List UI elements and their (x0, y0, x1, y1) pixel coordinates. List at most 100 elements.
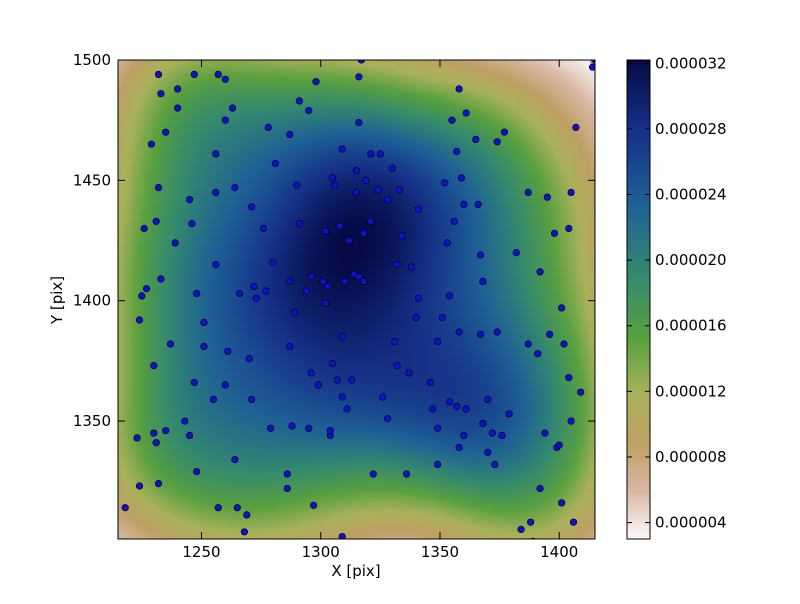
data-point (526, 518, 535, 526)
data-point (186, 431, 194, 440)
data-point (484, 448, 492, 456)
data-point (474, 200, 482, 208)
data-point (314, 381, 322, 389)
data-point (505, 410, 513, 418)
data-point (171, 239, 179, 247)
data-point (248, 395, 256, 404)
data-point (152, 439, 160, 447)
data-point (484, 395, 492, 404)
colorbar-tick-label: 0.000020 (655, 251, 727, 269)
data-point (193, 289, 201, 298)
y-tick-label: 1350 (73, 412, 111, 430)
colorbar-tick-label: 0.000012 (655, 382, 727, 400)
data-point (138, 292, 146, 300)
data-point (305, 106, 313, 115)
x-tick-label: 1300 (302, 543, 340, 561)
data-point (190, 70, 198, 78)
data-point (221, 75, 229, 83)
data-point (150, 429, 158, 437)
data-point (453, 147, 461, 156)
data-point (367, 150, 375, 158)
data-point (200, 318, 208, 327)
data-point (476, 251, 485, 259)
data-point (569, 518, 578, 526)
data-point (379, 393, 387, 401)
y-tick-label: 1450 (73, 171, 111, 189)
data-point (395, 186, 404, 194)
data-point (345, 236, 353, 245)
data-point (360, 277, 368, 286)
y-axis: 1350 1400 1450 1500 (73, 51, 595, 430)
data-point (288, 422, 296, 430)
data-point (331, 181, 339, 189)
data-point (462, 405, 470, 413)
data-point (405, 369, 413, 377)
data-point (393, 362, 401, 370)
data-point (524, 188, 532, 196)
data-point (143, 285, 151, 293)
data-point (434, 424, 442, 432)
data-point (550, 229, 559, 237)
data-point (493, 138, 501, 146)
data-point (295, 220, 303, 228)
data-point (414, 205, 423, 213)
data-point (352, 188, 361, 196)
data-point (388, 164, 396, 172)
data-point (536, 484, 544, 493)
data-point (236, 289, 244, 298)
data-point (443, 239, 451, 247)
data-point (555, 441, 563, 449)
data-point (214, 504, 222, 512)
data-point (157, 275, 165, 283)
data-point (338, 145, 346, 153)
data-point (491, 460, 499, 469)
data-point (221, 381, 229, 389)
data-point (174, 104, 182, 112)
data-point (212, 261, 220, 269)
data-point (135, 316, 144, 324)
data-point (567, 417, 575, 425)
data-point (283, 470, 291, 478)
y-tick-label: 1400 (73, 292, 111, 310)
data-point (462, 109, 470, 117)
data-point (355, 273, 363, 281)
data-point (429, 405, 437, 413)
data-point (162, 128, 170, 136)
data-point (407, 263, 416, 271)
colorbar-tick-label: 0.000032 (655, 54, 727, 72)
data-point (383, 415, 392, 423)
data-point (524, 340, 532, 348)
data-point (338, 333, 346, 341)
colorbar-tick-label: 0.000028 (655, 120, 727, 138)
data-point (283, 484, 291, 493)
data-point (543, 193, 551, 201)
data-point (488, 429, 497, 437)
data-point (360, 229, 368, 237)
data-point (240, 528, 248, 536)
data-point (412, 314, 420, 322)
data-point (248, 203, 256, 211)
data-point (228, 104, 237, 112)
data-point (434, 338, 442, 346)
data-point (453, 403, 461, 411)
data-point (512, 249, 520, 257)
data-point (121, 504, 129, 512)
data-point (140, 224, 148, 233)
data-point (565, 374, 573, 382)
data-point (154, 480, 163, 488)
data-point (557, 499, 566, 507)
data-point (426, 378, 435, 387)
data-point (343, 405, 351, 413)
data-point (152, 217, 160, 225)
data-point (286, 342, 294, 351)
data-point (252, 294, 260, 302)
data-point (326, 427, 334, 435)
data-point (577, 388, 585, 396)
data-point (271, 159, 280, 168)
data-point (434, 460, 442, 469)
data-point (500, 128, 509, 136)
data-point (338, 393, 346, 401)
data-point (455, 443, 463, 452)
data-point (567, 188, 575, 196)
data-point (348, 376, 356, 384)
